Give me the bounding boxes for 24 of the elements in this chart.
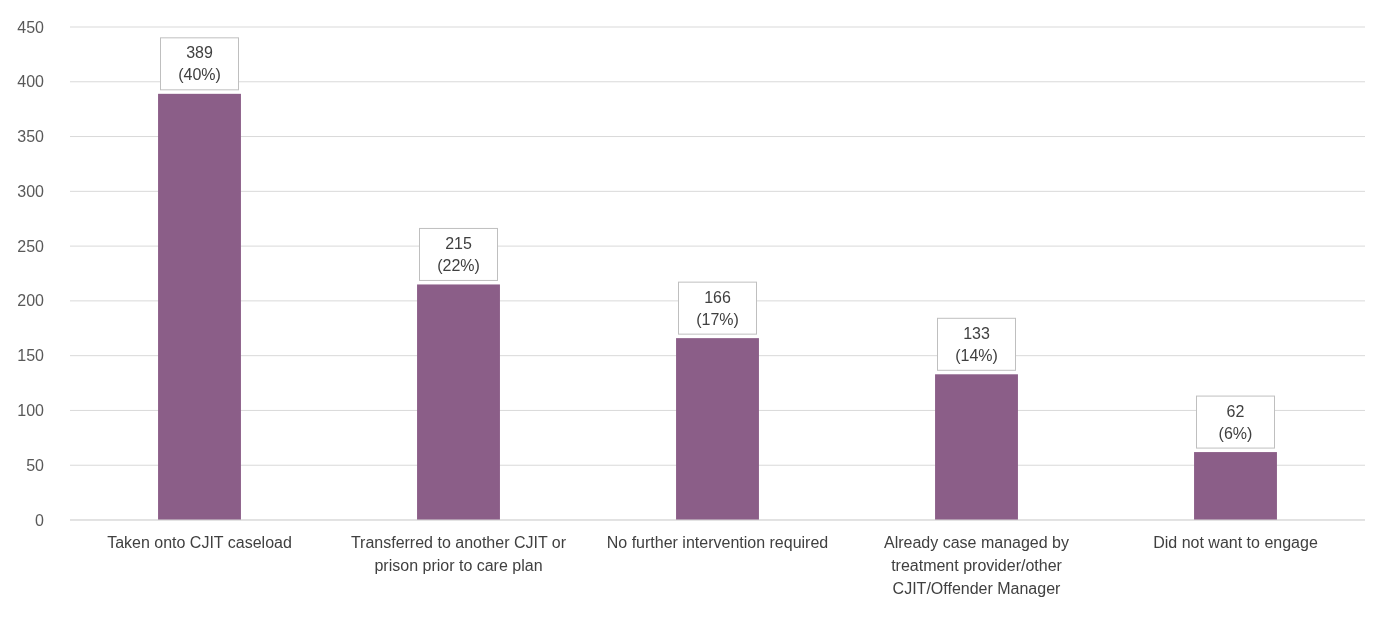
bar — [417, 284, 500, 520]
data-label: 62 (6%) — [1218, 402, 1253, 442]
y-tick-label: 300 — [17, 182, 45, 200]
data-label: 389 (40%) — [178, 44, 221, 84]
data-label: 215 (22%) — [437, 235, 480, 275]
y-tick-label: 350 — [17, 128, 45, 146]
bar — [935, 374, 1018, 520]
x-tick-label: Already case managed by treatment provider/other CJIT/Offender Manager — [884, 534, 1069, 597]
x-tick-label: Taken onto CJIT caseload — [107, 534, 292, 551]
x-tick-label: Did not want to engage — [1153, 534, 1318, 551]
y-tick-label: 250 — [17, 237, 45, 255]
y-tick-label: 150 — [17, 347, 45, 365]
bar — [1194, 452, 1277, 520]
x-tick-label: No further intervention required — [606, 534, 829, 551]
data-label: 166 (17%) — [696, 288, 739, 328]
y-tick-label: 0 — [35, 511, 45, 529]
y-tick-label: 100 — [17, 402, 45, 420]
y-tick-label: 400 — [17, 73, 45, 91]
bar — [676, 338, 759, 520]
y-tick-label: 450 — [17, 18, 45, 36]
y-tick-label: 50 — [26, 456, 45, 474]
data-label: 133 (14%) — [955, 324, 998, 364]
y-tick-label: 200 — [17, 292, 45, 310]
x-tick-label: Transferred to another CJIT or prison prior to care plan — [350, 534, 567, 574]
